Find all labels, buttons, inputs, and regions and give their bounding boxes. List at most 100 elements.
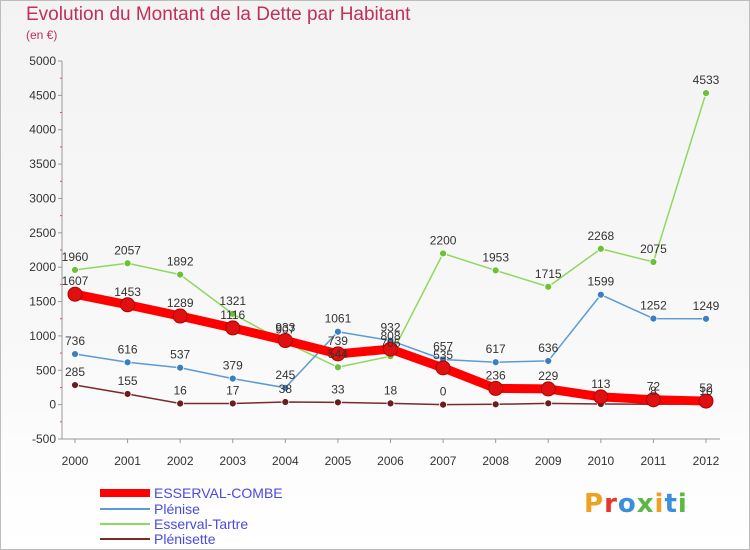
data-label: 1960: [62, 250, 89, 264]
data-label: 236: [486, 368, 506, 382]
data-label: 1892: [167, 255, 194, 269]
legend-label: Plénisette: [154, 531, 216, 547]
logo-letter: t: [664, 489, 678, 519]
logo-letter: P: [584, 489, 605, 519]
data-label: 1116: [220, 308, 245, 322]
legend-swatch: [100, 489, 150, 497]
logo-letter: i: [677, 489, 688, 519]
data-label: 8: [650, 384, 657, 398]
data-point: [645, 392, 661, 408]
x-tick-label: 2002: [167, 454, 194, 468]
data-label: 1599: [587, 275, 614, 289]
data-label: 245: [275, 368, 295, 382]
legend-label: Esserval-Tartre: [154, 516, 249, 532]
data-label: 10: [699, 384, 713, 398]
x-tick-label: 2004: [272, 454, 299, 468]
data-point: [488, 380, 504, 396]
data-point: [228, 374, 237, 383]
data-label: 907: [275, 322, 295, 336]
data-label: 537: [170, 348, 190, 362]
data-point: [544, 282, 553, 291]
data-point: [225, 320, 241, 336]
x-tick-label: 2005: [325, 454, 352, 468]
data-label: 2268: [587, 229, 614, 243]
x-tick-label: 2009: [535, 454, 562, 468]
proxiti-logo: Proxiti: [584, 489, 688, 519]
data-point: [491, 358, 500, 367]
logo-letter: o: [617, 489, 637, 519]
data-label: 17: [226, 383, 240, 397]
x-tick-label: 2000: [62, 454, 89, 468]
x-tick-label: 2007: [430, 454, 457, 468]
data-point: [334, 398, 342, 407]
data-label: 18: [384, 383, 398, 397]
data-label: 33: [331, 382, 345, 396]
data-label: 657: [433, 339, 453, 353]
x-tick-label: 2012: [693, 454, 720, 468]
data-label: 932: [380, 321, 400, 335]
y-tick-label: 2500: [29, 226, 56, 240]
data-point: [281, 398, 290, 406]
data-label: 1453: [114, 285, 141, 299]
data-label: 636: [538, 341, 558, 355]
x-tick-label: 2001: [114, 454, 141, 468]
data-label: 2057: [114, 243, 141, 257]
legend-item-plenise: Plénise: [100, 501, 200, 517]
data-point: [698, 393, 714, 409]
data-label: 739: [328, 334, 348, 348]
data-point: [386, 399, 395, 408]
data-point: [120, 297, 136, 313]
data-label: 72: [647, 380, 661, 394]
data-point: [435, 360, 451, 376]
data-point: [439, 400, 447, 409]
y-tick-label: 4000: [29, 123, 56, 137]
legend-label: ESSERVAL-COMBE: [154, 485, 283, 501]
data-point: [228, 309, 237, 318]
data-label: 933: [275, 321, 295, 335]
data-point: [123, 259, 132, 268]
data-point: [702, 89, 710, 97]
data-label: 285: [65, 365, 85, 379]
legend-swatch: [100, 538, 150, 540]
data-label: 1249: [693, 299, 720, 313]
data-label: 1953: [482, 250, 509, 264]
x-tick-label: 2010: [587, 454, 614, 468]
data-point: [383, 341, 398, 357]
data-point: [702, 314, 710, 323]
data-point: [123, 390, 132, 398]
data-point: [593, 389, 609, 405]
y-tick-label: 1000: [29, 329, 56, 343]
data-point: [596, 290, 605, 299]
data-label: 705: [380, 336, 400, 350]
data-point: [176, 363, 185, 372]
legend-swatch: [100, 523, 150, 525]
data-point: [71, 381, 79, 389]
data-label: 52: [699, 381, 713, 395]
data-label: 1289: [167, 296, 194, 310]
data-point: [277, 333, 293, 349]
data-label: 1252: [640, 299, 667, 313]
data-point: [649, 258, 658, 266]
data-point: [281, 383, 290, 392]
chart-title: Evolution du Montant de la Dette par Hab…: [26, 4, 411, 25]
data-label: 736: [65, 334, 85, 348]
data-point: [544, 357, 553, 365]
data-point: [439, 249, 447, 258]
data-point: [491, 266, 500, 275]
data-point: [330, 346, 346, 362]
data-label: 379: [223, 359, 243, 373]
data-point: [172, 308, 188, 324]
data-point: [71, 266, 79, 274]
legend-item-plenisette: Plénisette: [100, 531, 215, 547]
data-point: [123, 358, 132, 367]
legend-swatch: [100, 508, 150, 510]
data-point: [228, 399, 237, 408]
data-point: [67, 286, 83, 302]
x-tick-label: 2006: [377, 454, 404, 468]
legend-item-esserval-tartre: Esserval-Tartre: [100, 516, 248, 532]
x-tick-label: 2011: [641, 454, 667, 468]
data-label: 16: [173, 384, 187, 398]
x-tick-label: 2008: [482, 454, 509, 468]
y-tick-label: 1500: [29, 295, 56, 309]
